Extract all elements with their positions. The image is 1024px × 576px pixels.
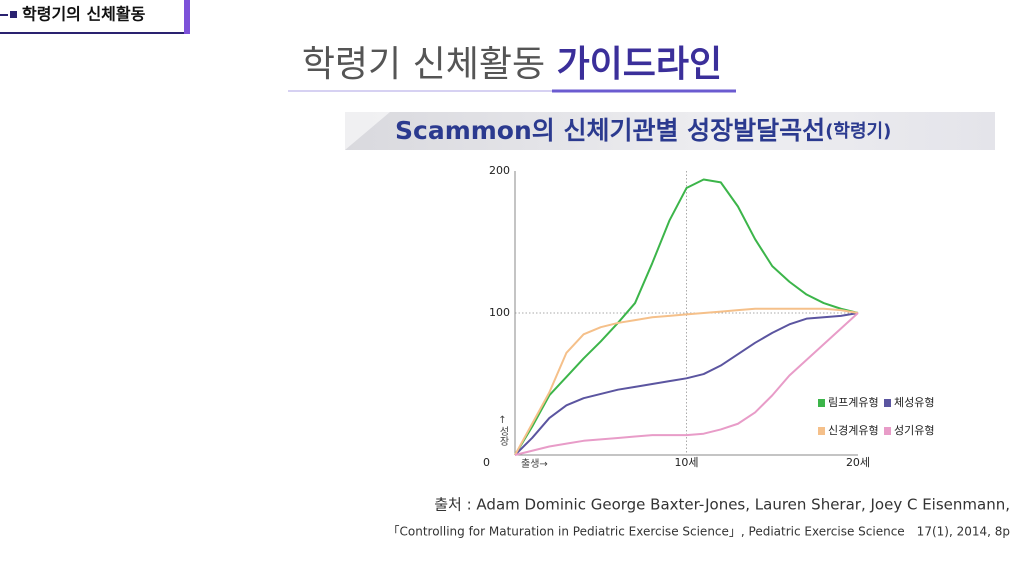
series-line (514, 312, 859, 456)
legend-label: 체성유형 (894, 396, 934, 409)
legend-label: 성기유형 (894, 424, 934, 437)
series-line (514, 178, 859, 456)
title-light: 학령기 신체활동 (302, 44, 545, 85)
legend-swatch (818, 427, 825, 435)
y-tick-label: 0 (483, 456, 490, 469)
banner-accent (345, 112, 390, 150)
y-tick-label: 100 (489, 306, 510, 319)
legend-swatch (884, 427, 891, 435)
source-line: 「Controlling for Maturation in Pediatric… (388, 525, 1011, 539)
legend-swatch (884, 399, 891, 407)
banner-main: Scammon의 신체기관별 성장발달곡선 (395, 116, 825, 145)
banner (345, 112, 995, 150)
tag-text: 학령기의 신체활동 (22, 5, 146, 24)
banner-title: Scammon의 신체기관별 성장발달곡선(학령기) (395, 116, 891, 145)
y-axis-label: ↑성장 (497, 415, 509, 446)
x-tick-label: 20세 (846, 456, 870, 469)
x-annotation: 출생→ (521, 458, 548, 470)
tag-bullet (10, 11, 17, 18)
series-line (514, 312, 859, 456)
source-line: 출처 : Adam Dominic George Baxter-Jones, L… (434, 496, 1010, 514)
legend-label: 신경계유형 (828, 424, 879, 437)
title: 학령기 신체활동 가이드라인 (302, 44, 722, 85)
series-line (514, 307, 859, 456)
banner-sub: (학령기) (825, 120, 891, 142)
title-bold: 가이드라인 (557, 44, 723, 85)
tag-stripe (184, 0, 190, 34)
x-tick-label: 10세 (674, 456, 698, 469)
legend-label: 림프계유형 (828, 396, 879, 409)
y-tick-label: 200 (489, 164, 510, 177)
legend-swatch (818, 399, 825, 407)
